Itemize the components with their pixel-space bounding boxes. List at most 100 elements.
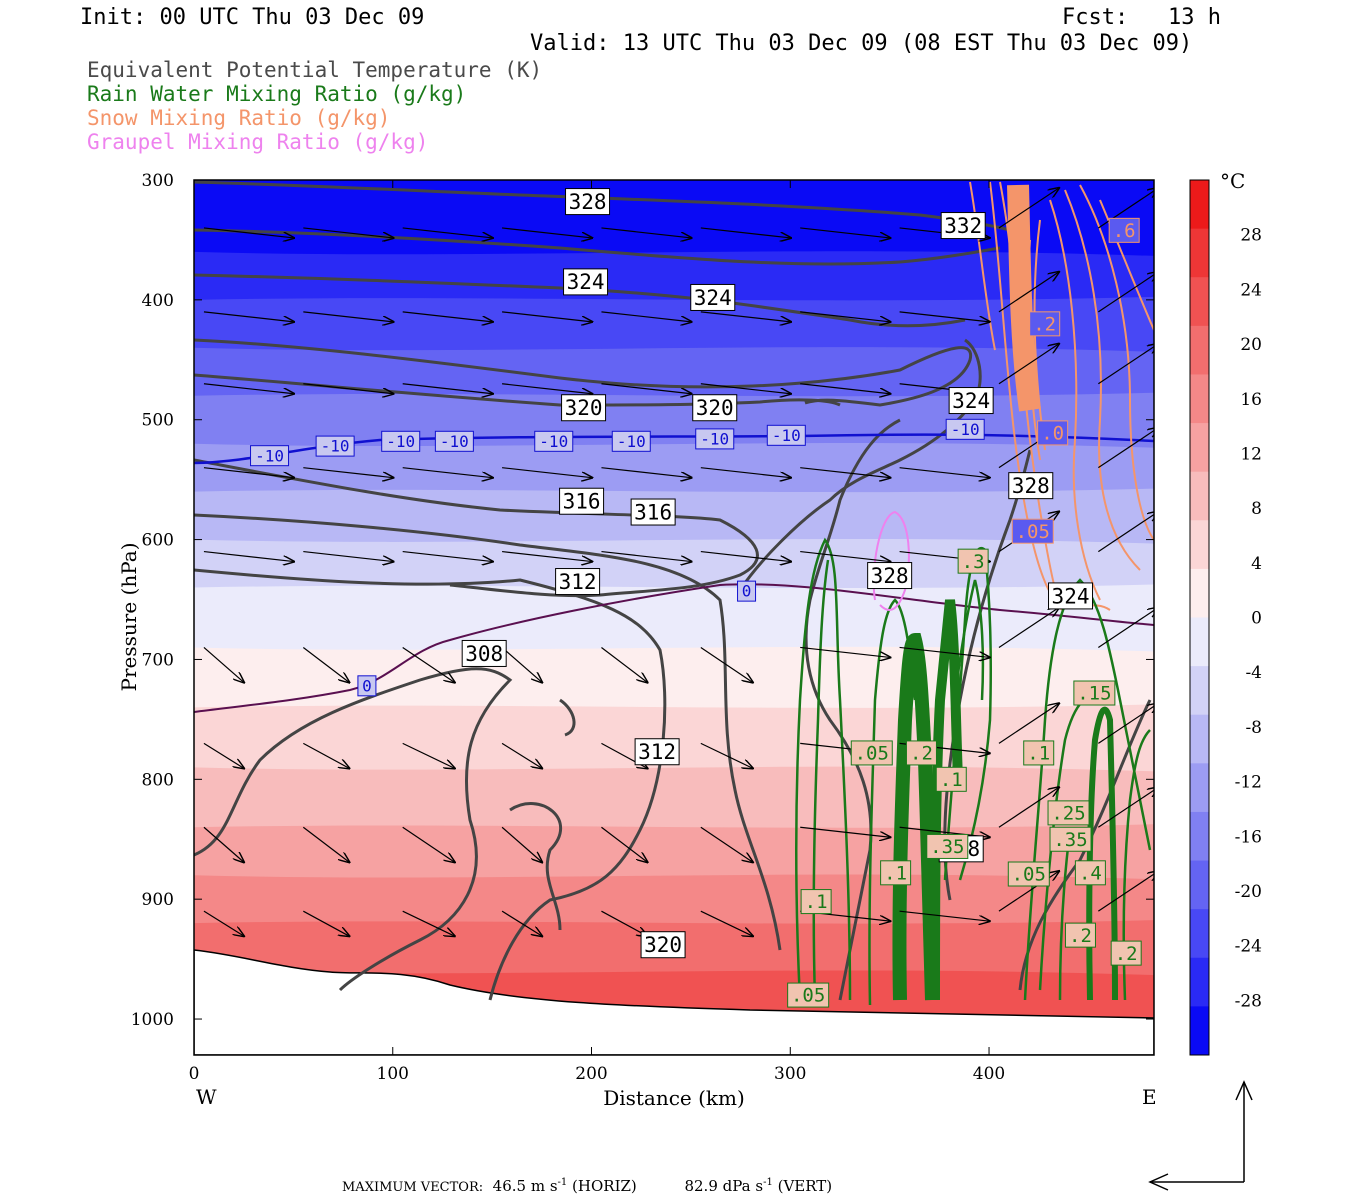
rain-label-box [1074, 860, 1106, 886]
wind-vector [303, 550, 393, 562]
vert-value: 82.9 dPa s [684, 1177, 764, 1195]
temperature-label-box [534, 430, 574, 452]
wind-vector [302, 646, 349, 682]
x-tick-label: 200 [575, 1064, 607, 1084]
theta-e-label-box [561, 394, 607, 422]
legend-rain: Rain Water Mixing Ratio (g/kg) [87, 82, 467, 106]
wind-vector [402, 550, 493, 562]
theta-e-contour [804, 418, 901, 1001]
wind-vector [1098, 871, 1154, 912]
zero-isotherm [194, 583, 1154, 713]
wind-vector [402, 467, 493, 478]
colorbar-tick-label: -8 [1245, 718, 1262, 738]
wind-vector [700, 383, 791, 394]
theta-e-contour [1018, 699, 1152, 991]
wind-vector [601, 311, 691, 322]
theta-e-label: 324 [952, 389, 990, 413]
plot-frame [193, 179, 1155, 1056]
theta-e-label: 312 [559, 570, 597, 594]
y-axis-label: Pressure (hPa) [117, 543, 141, 692]
y-tick-label: 500 [142, 411, 174, 431]
rain-contour [795, 537, 852, 1001]
wind-vector [998, 607, 1059, 648]
colorbar-segment [1190, 957, 1209, 1007]
wind-vector [402, 910, 455, 936]
theta-e-label-box [1048, 582, 1094, 610]
rain-label-box [880, 860, 912, 886]
rain-contour [953, 579, 985, 701]
snow-contour [969, 181, 996, 351]
wind-vector [1098, 344, 1154, 385]
rain-contour [930, 599, 963, 1001]
rain-label-box [905, 740, 937, 766]
theta-e-contour [194, 228, 1001, 266]
theta-e-label-box [948, 387, 994, 415]
temperature-label: -10 [440, 432, 469, 451]
vert-unit: (VERT) [772, 1177, 833, 1195]
rain-label: .1 [805, 891, 828, 913]
colorbar-tick-label: 0 [1251, 609, 1262, 629]
temperature-label-box [766, 424, 806, 446]
wind-vector [303, 910, 349, 936]
rain-label-box [1007, 861, 1050, 887]
temperature-label-box [434, 430, 474, 452]
wind-vector [203, 550, 294, 562]
theta-e-label: 328 [1012, 474, 1050, 498]
colorbar-segment [1190, 423, 1209, 473]
rain-label-box [935, 766, 967, 792]
y-tick-label: 900 [142, 890, 174, 910]
wind-vector [899, 910, 990, 921]
wind-vector [501, 742, 542, 768]
wind-vector [203, 467, 294, 478]
wind-vector [1098, 428, 1154, 469]
theta-e-contour [194, 513, 782, 951]
colorbar-segment [1190, 617, 1209, 667]
theta-e-contour [738, 338, 982, 591]
y-tick-label: 400 [142, 291, 174, 311]
colorbar-tick-label: 24 [1240, 280, 1262, 300]
temperature-label: 0 [742, 582, 752, 601]
wind-vector [1098, 512, 1154, 553]
colorbar-segment [1190, 1006, 1209, 1056]
theta-e-label: 308 [465, 642, 503, 666]
wind-vector [700, 826, 753, 862]
temperature-labels: -10 -10 -10 -10 -10 -10 -10 -10 -10 0 0 [250, 418, 985, 697]
wind-vector [800, 550, 890, 562]
y-tick-label: 800 [142, 770, 174, 790]
colorbar-segment [1190, 666, 1209, 716]
rain-labels: .05 .2 .1 .1 .15 .25 .35 .35 .1 .05 .4 .1 .2 .2 .05 .3 [787, 548, 1142, 1008]
colorbar-segment [1190, 471, 1209, 521]
temperature-label-box [357, 675, 377, 697]
rain-label-box [1023, 740, 1055, 766]
theta-e-label: 312 [638, 740, 676, 764]
x-tick-label: 400 [973, 1064, 1005, 1084]
wind-vector [601, 646, 647, 682]
wind-vector [800, 383, 890, 394]
colorbar-tick-label: 4 [1251, 554, 1262, 574]
wind-vector [998, 188, 1059, 229]
x-tick-label: 0 [189, 1064, 200, 1084]
wind-vector [601, 826, 647, 862]
rain-label-box [1073, 680, 1116, 706]
temperature-label: -10 [321, 437, 350, 456]
colorbar-segment [1190, 860, 1209, 910]
colorbar-tick-label: 8 [1251, 499, 1262, 519]
temperature-band [194, 180, 1154, 272]
snow-label: .2 [1033, 313, 1056, 335]
x-axis-label: Distance (km) [603, 1086, 745, 1110]
horiz-value: 46.5 m s [492, 1177, 558, 1195]
wind-vector [800, 826, 890, 837]
rain-contour [812, 559, 830, 1001]
theta-e-label: 324 [694, 286, 732, 310]
rain-label: .05 [855, 743, 889, 765]
wind-vector [700, 467, 791, 478]
rain-label: .1 [940, 769, 963, 791]
rain-contour [868, 598, 917, 1006]
graupel-contour [872, 510, 910, 611]
wind-vector [502, 550, 592, 562]
wind-vector [700, 550, 791, 562]
rain-label: .35 [1053, 829, 1087, 851]
rain-label: .05 [791, 985, 825, 1007]
wind-vector [998, 272, 1059, 313]
